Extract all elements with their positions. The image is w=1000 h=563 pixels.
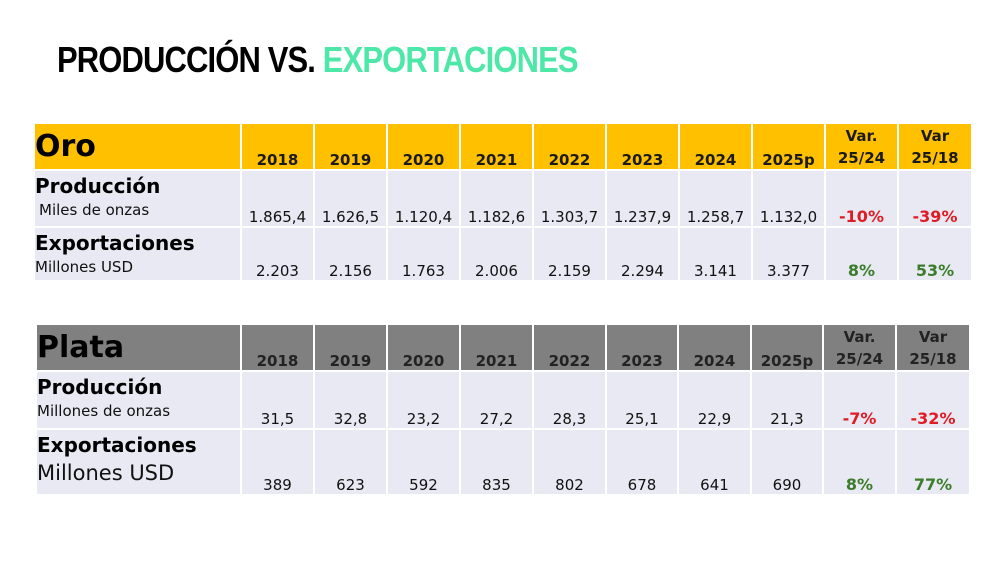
row-label: Exportaciones Millones USD (33, 226, 242, 282)
var-25-18-cell: 77% (895, 428, 971, 496)
year-header: 2023 (605, 122, 680, 171)
oro-header-row: Oro 2018 2019 2020 2021 2022 2023 2024 2… (33, 122, 973, 171)
var-25-24-header: Var. 25/24 (822, 323, 897, 372)
row-label-main: Exportaciones (35, 231, 195, 255)
var-25-24-cell: -7% (822, 370, 897, 430)
table-cell: 690 (750, 428, 824, 496)
year-header: 2018 (240, 122, 315, 171)
table-cell: 2.159 (532, 226, 607, 282)
table-cell: 3.141 (678, 226, 753, 282)
plata-table: Plata 2018 2019 2020 2021 2022 2023 2024… (35, 323, 971, 496)
year-header: 2024 (677, 323, 752, 372)
table-cell: 28,3 (532, 370, 607, 430)
table-cell: 31,5 (240, 370, 315, 430)
var-25-18-cell: 53% (897, 226, 973, 282)
table-cell: 1.763 (386, 226, 461, 282)
row-label: Producción Miles de onzas (33, 169, 242, 228)
table-cell: 1.626,5 (313, 169, 388, 228)
row-label-main: Producción (35, 174, 161, 198)
oro-table: Oro 2018 2019 2020 2021 2022 2023 2024 2… (33, 122, 973, 282)
table-cell: 802 (532, 428, 607, 496)
table-cell: 1.182,6 (459, 169, 534, 228)
table-cell: 2.294 (605, 226, 680, 282)
var-header-line1: Var. (843, 328, 876, 346)
row-label-unit: Millones USD (35, 258, 133, 276)
year-header: 2023 (605, 323, 679, 372)
table-cell: 1.132,0 (751, 169, 826, 228)
var-25-24-cell: 8% (822, 428, 897, 496)
year-header: 2022 (532, 122, 607, 171)
year-header: 2021 (459, 122, 534, 171)
table-cell: 27,2 (459, 370, 534, 430)
plata-table-title: Plata (35, 323, 242, 372)
var-header-line1: Var. (845, 127, 878, 145)
table-cell: 3.377 (751, 226, 826, 282)
var-header-line2: 25/18 (909, 350, 957, 368)
var-header-line2: 25/24 (837, 149, 886, 167)
table-cell: 389 (240, 428, 315, 496)
year-header: 2021 (459, 323, 534, 372)
year-header: 2018 (240, 323, 315, 372)
var-header-line1: Var (920, 127, 950, 145)
year-header: 2022 (532, 323, 607, 372)
oro-table-title: Oro (33, 122, 242, 171)
plata-exportaciones-row: Exportaciones Millones USD 389 623 592 8… (35, 428, 971, 496)
year-header: 2020 (386, 122, 461, 171)
table-cell: 1.237,9 (605, 169, 680, 228)
row-label-main: Exportaciones (37, 433, 197, 457)
var-header-line1: Var (918, 328, 948, 346)
year-header: 2020 (386, 323, 461, 372)
title-exportaciones: EXPORTACIONES (322, 39, 579, 80)
row-label-unit: Millones USD (37, 461, 175, 485)
table-cell: 1.120,4 (386, 169, 461, 228)
var-25-18-header: Var 25/18 (897, 122, 973, 171)
year-header: 2025p (751, 122, 826, 171)
row-label: Exportaciones Millones USD (35, 428, 242, 496)
table-cell: 23,2 (386, 370, 461, 430)
year-header: 2024 (678, 122, 753, 171)
table-cell: 2.203 (240, 226, 315, 282)
table-cell: 1.258,7 (678, 169, 753, 228)
oro-produccion-row: Producción Miles de onzas 1.865,4 1.626,… (33, 169, 973, 228)
plata-produccion-row: Producción Millones de onzas 31,5 32,8 2… (35, 370, 971, 430)
var-header-line2: 25/24 (835, 350, 884, 368)
table-cell: 2.006 (459, 226, 534, 282)
table-cell: 592 (386, 428, 461, 496)
table-cell: 2.156 (313, 226, 388, 282)
year-header: 2019 (313, 323, 388, 372)
year-header: 2019 (313, 122, 388, 171)
title-produccion: PRODUCCIÓN VS. (57, 39, 316, 80)
var-header-line2: 25/18 (911, 149, 959, 167)
var-25-24-header: Var. 25/24 (824, 122, 899, 171)
plata-header-row: Plata 2018 2019 2020 2021 2022 2023 2024… (35, 323, 971, 372)
year-header: 2025p (750, 323, 824, 372)
table-cell: 835 (459, 428, 534, 496)
row-label-unit: Miles de onzas (39, 201, 150, 219)
table-cell: 25,1 (605, 370, 679, 430)
table-cell: 641 (677, 428, 752, 496)
row-label: Producción Millones de onzas (35, 370, 242, 430)
table-cell: 21,3 (750, 370, 824, 430)
var-25-18-header: Var 25/18 (895, 323, 971, 372)
table-cell: 32,8 (313, 370, 388, 430)
oro-exportaciones-row: Exportaciones Millones USD 2.203 2.156 1… (33, 226, 973, 282)
row-label-main: Producción (37, 375, 163, 399)
table-cell: 623 (313, 428, 388, 496)
var-25-24-cell: -10% (824, 169, 899, 228)
row-label-unit: Millones de onzas (37, 402, 171, 420)
var-25-18-cell: -32% (895, 370, 971, 430)
var-25-24-cell: 8% (824, 226, 899, 282)
var-25-18-cell: -39% (897, 169, 973, 228)
table-cell: 678 (605, 428, 679, 496)
table-cell: 1.865,4 (240, 169, 315, 228)
table-cell: 1.303,7 (532, 169, 607, 228)
page-title: PRODUCCIÓN VS. EXPORTACIONES (57, 38, 579, 82)
table-cell: 22,9 (677, 370, 752, 430)
